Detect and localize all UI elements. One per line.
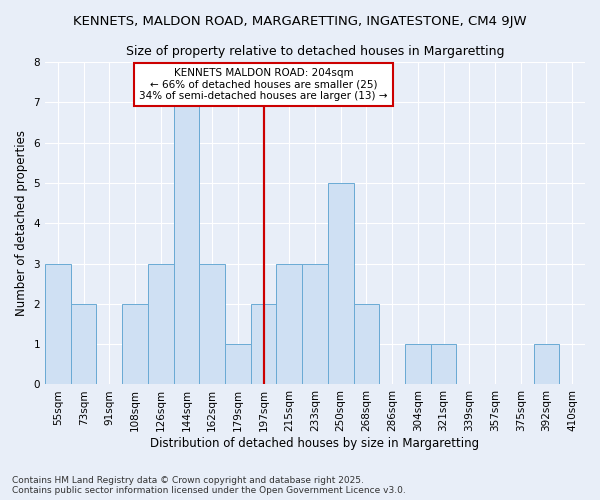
Bar [302, 264, 328, 384]
Bar [71, 304, 97, 384]
Bar [148, 264, 173, 384]
Bar [173, 102, 199, 384]
Bar [533, 344, 559, 385]
Y-axis label: Number of detached properties: Number of detached properties [15, 130, 28, 316]
Bar [431, 344, 457, 385]
Text: KENNETS MALDON ROAD: 204sqm
← 66% of detached houses are smaller (25)
34% of sem: KENNETS MALDON ROAD: 204sqm ← 66% of det… [139, 68, 388, 101]
Title: Size of property relative to detached houses in Margaretting: Size of property relative to detached ho… [126, 45, 504, 58]
Bar [148, 264, 173, 384]
Bar [173, 102, 199, 384]
Bar [328, 183, 353, 384]
Bar [45, 264, 71, 384]
Bar [251, 304, 277, 384]
Bar [277, 264, 302, 384]
Bar [353, 304, 379, 384]
Bar [353, 304, 379, 384]
Bar [225, 344, 251, 385]
Bar [251, 304, 277, 384]
Bar [71, 304, 97, 384]
Bar [328, 183, 353, 384]
Bar [405, 344, 431, 385]
Bar [405, 344, 431, 385]
Text: KENNETS, MALDON ROAD, MARGARETTING, INGATESTONE, CM4 9JW: KENNETS, MALDON ROAD, MARGARETTING, INGA… [73, 15, 527, 28]
Bar [277, 264, 302, 384]
X-axis label: Distribution of detached houses by size in Margaretting: Distribution of detached houses by size … [151, 437, 479, 450]
Bar [431, 344, 457, 385]
Bar [199, 264, 225, 384]
Bar [45, 264, 71, 384]
Text: Contains HM Land Registry data © Crown copyright and database right 2025.
Contai: Contains HM Land Registry data © Crown c… [12, 476, 406, 495]
Bar [199, 264, 225, 384]
Bar [122, 304, 148, 384]
Bar [122, 304, 148, 384]
Bar [302, 264, 328, 384]
Bar [533, 344, 559, 385]
Bar [225, 344, 251, 385]
